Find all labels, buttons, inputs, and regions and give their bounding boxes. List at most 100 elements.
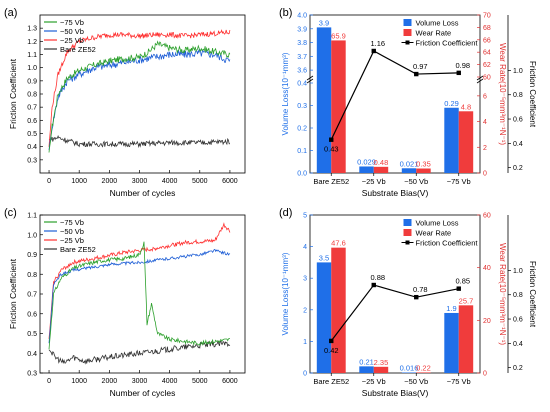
y-axis-label: Friction Coefficient <box>8 58 18 129</box>
y-tick-label: 0.6 <box>27 118 37 125</box>
x-tick-label: 0 <box>47 178 51 185</box>
friction-line <box>330 284 459 342</box>
left-tick-label: 3.6 <box>297 68 307 75</box>
legend-label: −50 Vb <box>60 227 84 236</box>
panel-label: (a) <box>4 7 17 19</box>
y-tick-label: 0.5 <box>27 331 37 338</box>
x-tick-label: 1000 <box>71 178 87 185</box>
y-tick-label: 0.3 <box>27 157 37 164</box>
x-tick-label: −50 Vb <box>404 177 428 186</box>
friction-value-label: 0.97 <box>413 62 428 71</box>
series-line <box>48 29 231 147</box>
friction-tick-label: 0.2 <box>513 165 523 172</box>
legend-swatch <box>403 29 412 36</box>
right-tick-label: 66 <box>483 37 491 44</box>
y-tick-label: 0.3 <box>27 371 37 378</box>
right-tick-label: 0 <box>483 371 487 378</box>
y-tick-label: 0.8 <box>27 92 37 99</box>
right-tick-label: 40 <box>483 265 491 272</box>
panel-label: (b) <box>279 7 292 19</box>
legend-swatch <box>403 229 412 236</box>
y-tick-label: 0.9 <box>27 252 37 259</box>
friction-tick-label: 1.0 <box>513 68 523 75</box>
right-tick-label: 70 <box>483 13 491 20</box>
x-tick-label: 2000 <box>102 178 118 185</box>
friction-axis-label: Friction Coefficient <box>528 261 537 328</box>
wear-rate-label: 0.22 <box>416 363 431 372</box>
legend-label: Friction Coefficient <box>416 39 479 48</box>
y-tick-label: 0.7 <box>27 292 37 299</box>
right-tick-label: 4 <box>483 119 487 126</box>
volume-loss-label: 0.29 <box>444 99 459 108</box>
x-tick-label: −50 Vb <box>404 377 428 386</box>
volume-loss-label: 0.016 <box>400 363 419 372</box>
right-tick-label: 0 <box>483 171 487 178</box>
y-tick-label: 0.9 <box>27 78 37 85</box>
plot-frame <box>309 214 481 374</box>
volume-loss-bar <box>359 166 374 173</box>
legend-label: −25 Vb <box>60 236 84 245</box>
y-tick-label: 1.1 <box>27 52 37 59</box>
left-tick-label: 3.7 <box>297 54 307 61</box>
x-tick-label: 6000 <box>222 378 238 385</box>
left-tick-label: 2 <box>303 307 307 314</box>
left-tick-label: 3.8 <box>297 40 307 47</box>
legend-label: −75 Vb <box>60 218 84 227</box>
wear-rate-bar <box>373 166 389 173</box>
volume-loss-label: 1.9 <box>446 304 456 313</box>
legend-marker <box>405 240 410 245</box>
y-tick-label: 0.6 <box>27 311 37 318</box>
volume-loss-bar <box>444 107 459 173</box>
y-tick-label: 0.7 <box>27 105 37 112</box>
left-tick-label: 5 <box>303 213 307 220</box>
friction-marker <box>414 294 419 300</box>
wear-rate-label: 4.8 <box>461 102 471 111</box>
volume-loss-bar <box>444 312 459 373</box>
left-tick-label: 0.1 <box>297 148 307 155</box>
legend-label: −75 Vb <box>60 18 84 27</box>
volume-loss-label: 3.5 <box>319 253 329 262</box>
plot-frame <box>309 14 481 174</box>
right-tick-label: 62 <box>483 62 491 69</box>
y-tick-label: 0.5 <box>27 131 37 138</box>
x-tick-label: −75 Vb <box>447 377 471 386</box>
right-axis-label: Wear Rate(10⁻⁵mm³m⁻¹N⁻¹) <box>498 243 507 345</box>
series-line <box>48 241 231 350</box>
legend-label: Friction Coefficient <box>416 239 479 248</box>
volume-loss-bar <box>316 262 332 373</box>
wear-rate-bar <box>416 168 431 173</box>
x-tick-label: 4000 <box>162 178 178 185</box>
right-tick-label: 2 <box>483 145 487 152</box>
x-tick-label: Bare ZE52 <box>313 377 349 386</box>
friction-tick-label: 0.4 <box>513 141 523 148</box>
friction-axis-label: Friction Coefficient <box>528 61 537 128</box>
left-tick-label: 4.0 <box>297 13 307 20</box>
right-tick-label: 20 <box>483 318 491 325</box>
x-tick-label: 5000 <box>192 378 208 385</box>
wear-rate-bar <box>416 372 431 373</box>
x-tick-label: 2000 <box>102 378 118 385</box>
series-line <box>48 48 231 151</box>
panel-label: (d) <box>279 207 292 219</box>
line-chart-a: 0 1000 2000 3000 4000 5000 6000 0.3 0.4 0.5 0.6 0.7… <box>8 14 246 198</box>
axis-break-mark <box>476 75 484 81</box>
y-axis-label: Friction Coefficient <box>8 258 18 329</box>
friction-tick-label: 0.6 <box>513 117 523 124</box>
friction-tick-label: 0.8 <box>513 292 523 299</box>
volume-loss-label: 0.021 <box>400 159 419 168</box>
series-line <box>48 340 231 365</box>
friction-marker <box>371 48 376 54</box>
friction-marker <box>371 282 376 288</box>
wear-rate-bar <box>373 366 389 373</box>
friction-value-label: 1.16 <box>370 39 385 48</box>
left-tick-label: 0.4 <box>297 81 307 88</box>
x-tick-label: Bare ZE52 <box>313 177 349 186</box>
left-tick-label: 0.3 <box>297 103 307 110</box>
friction-tick-label: 0.6 <box>513 317 523 324</box>
wear-rate-bar <box>331 40 346 173</box>
y-tick-label: 1.2 <box>27 39 37 46</box>
friction-tick-label: 0.4 <box>513 341 523 348</box>
friction-value-label: 0.42 <box>324 346 339 355</box>
legend-label: Bare ZE52 <box>60 245 96 254</box>
wear-rate-bar <box>458 111 474 173</box>
